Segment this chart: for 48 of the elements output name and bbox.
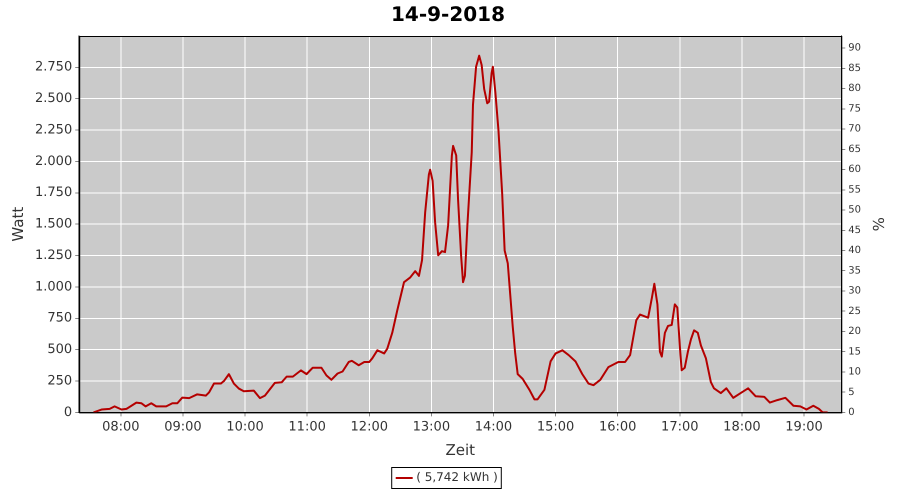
y-axis-title: Watt [8, 206, 27, 242]
y2-tick-label: 90 [848, 42, 862, 54]
y-tick-label: 1.500 [35, 216, 72, 232]
y2-tick-label: 50 [848, 204, 862, 216]
x-tick-label: 11:00 [288, 420, 326, 435]
y-tick-label: 250 [47, 373, 72, 388]
y2-tick-label: 0 [848, 406, 855, 418]
y2-tick-label: 85 [848, 62, 862, 74]
y-tick-label: 2.500 [35, 91, 72, 106]
y2-tick-label: 40 [848, 245, 862, 256]
y2-tick-label: 20 [848, 326, 862, 338]
y2-tick-label: 10 [848, 366, 862, 378]
y-tick-label: 2.000 [35, 154, 72, 169]
y-tick-label: 1.250 [35, 248, 72, 263]
y2-tick-label: 15 [848, 346, 862, 358]
y-tick-label: 0 [64, 404, 72, 420]
y2-tick-label: 60 [848, 164, 862, 176]
y2-tick-label: 55 [848, 184, 862, 196]
y2-tick-label: 65 [848, 144, 862, 155]
chart-title: 14-9-2018 [390, 2, 506, 26]
y-tick-label: 1.750 [35, 185, 72, 200]
y2-tick-label: 45 [848, 224, 862, 236]
y2-tick-label: 25 [848, 306, 862, 317]
y2-tick-label: 30 [848, 286, 862, 297]
x-tick-label: 19:00 [785, 420, 823, 435]
y2-tick-label: 75 [848, 103, 862, 114]
x-tick-label: 12:00 [350, 420, 388, 435]
x-tick-label: 08:00 [102, 420, 140, 435]
y-tick-label: 500 [47, 342, 72, 358]
y2-axis-title: % [869, 217, 888, 232]
x-tick-label: 10:00 [226, 420, 264, 435]
y2-tick-label: 80 [848, 83, 862, 94]
y-tick-label: 2.250 [35, 122, 72, 138]
x-axis-title: Zeit [445, 440, 476, 459]
y-tick-label: 2.750 [35, 60, 72, 75]
y2-tick-label: 5 [848, 386, 855, 398]
x-tick-label: 14:00 [474, 420, 512, 435]
y-tick-label: 1.000 [35, 279, 72, 294]
y-tick-label: 750 [47, 310, 72, 326]
legend-label: ( 5,742 kWh ) [416, 470, 498, 484]
x-tick-label: 16:00 [598, 420, 636, 435]
x-tick-label: 09:00 [164, 420, 202, 435]
y2-tick-label: 70 [848, 124, 862, 135]
x-tick-label: 13:00 [412, 420, 450, 435]
x-tick-label: 15:00 [536, 420, 574, 435]
x-tick-label: 17:00 [661, 420, 699, 435]
x-tick-label: 18:00 [723, 420, 761, 435]
y2-tick-label: 35 [848, 265, 862, 276]
